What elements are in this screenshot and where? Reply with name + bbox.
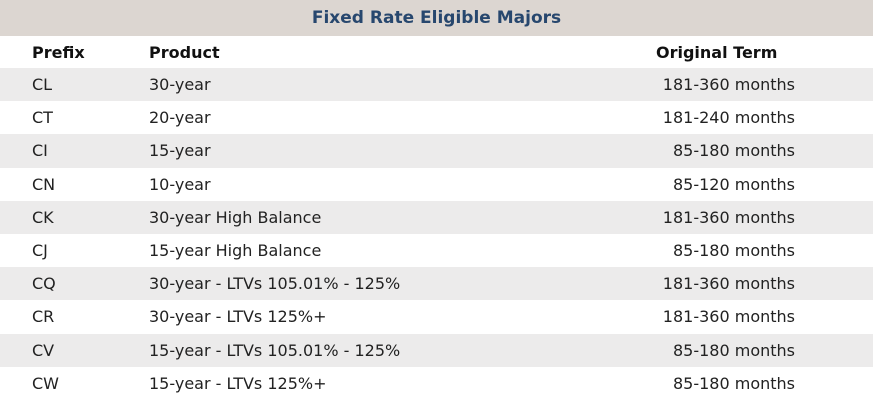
cell-term: 181-360 months <box>662 274 795 294</box>
cell-term: 85-180 months <box>672 241 795 261</box>
cell-product: 15-year - LTVs 125%+ <box>149 373 327 393</box>
cell-prefix: CL <box>32 75 53 95</box>
cell-prefix: CT <box>32 108 53 128</box>
table-row: CN 10-year 85-120 months <box>0 168 873 201</box>
cell-term: 85-120 months <box>672 174 795 194</box>
table-title: Fixed Rate Eligible Majors <box>311 8 562 28</box>
cell-product: 30-year <box>149 75 211 95</box>
table-row: CI 15-year 85-180 months <box>0 134 873 168</box>
table-row: CW 15-year - LTVs 125%+ 85-180 months <box>0 367 873 400</box>
cell-prefix: CJ <box>32 241 48 261</box>
table-title-bar: Fixed Rate Eligible Majors <box>0 0 873 36</box>
cell-prefix: CI <box>32 141 48 161</box>
cell-prefix: CR <box>32 307 55 327</box>
table-header-row: Prefix Product Original Term <box>0 36 873 68</box>
cell-term: 181-360 months <box>662 207 795 227</box>
table-row: CR 30-year - LTVs 125%+ 181-360 months <box>0 300 873 333</box>
table-row: CQ 30-year - LTVs 105.01% - 125% 181-360… <box>0 267 873 301</box>
cell-prefix: CV <box>32 340 55 360</box>
cell-prefix: CQ <box>32 274 56 294</box>
header-product: Product <box>149 42 220 62</box>
table-row: CJ 15-year High Balance 85-180 months <box>0 234 873 267</box>
cell-product: 15-year <box>149 141 211 161</box>
table-row: CL 30-year 181-360 months <box>0 68 873 102</box>
cell-term: 85-180 months <box>672 373 795 393</box>
cell-product: 30-year - LTVs 105.01% - 125% <box>149 274 401 294</box>
cell-product: 20-year <box>149 108 211 128</box>
cell-product: 30-year High Balance <box>149 207 322 227</box>
cell-term: 85-180 months <box>672 340 795 360</box>
table-row: CT 20-year 181-240 months <box>0 101 873 134</box>
cell-term: 181-240 months <box>662 108 795 128</box>
cell-product: 10-year <box>149 174 211 194</box>
table-row: CV 15-year - LTVs 105.01% - 125% 85-180 … <box>0 333 873 367</box>
cell-product: 15-year High Balance <box>149 241 322 261</box>
header-original-term: Original Term <box>656 42 778 62</box>
cell-prefix: CN <box>32 174 56 194</box>
cell-term: 181-360 months <box>662 307 795 327</box>
cell-product: 30-year - LTVs 125%+ <box>149 307 327 327</box>
table-row: CK 30-year High Balance 181-360 months <box>0 200 873 234</box>
table-body: CL 30-year 181-360 months CT 20-year 181… <box>0 68 873 400</box>
cell-term: 85-180 months <box>672 141 795 161</box>
cell-term: 181-360 months <box>662 75 795 95</box>
cell-product: 15-year - LTVs 105.01% - 125% <box>149 340 401 360</box>
cell-prefix: CK <box>32 207 54 227</box>
header-prefix: Prefix <box>32 42 85 62</box>
cell-prefix: CW <box>32 373 59 393</box>
